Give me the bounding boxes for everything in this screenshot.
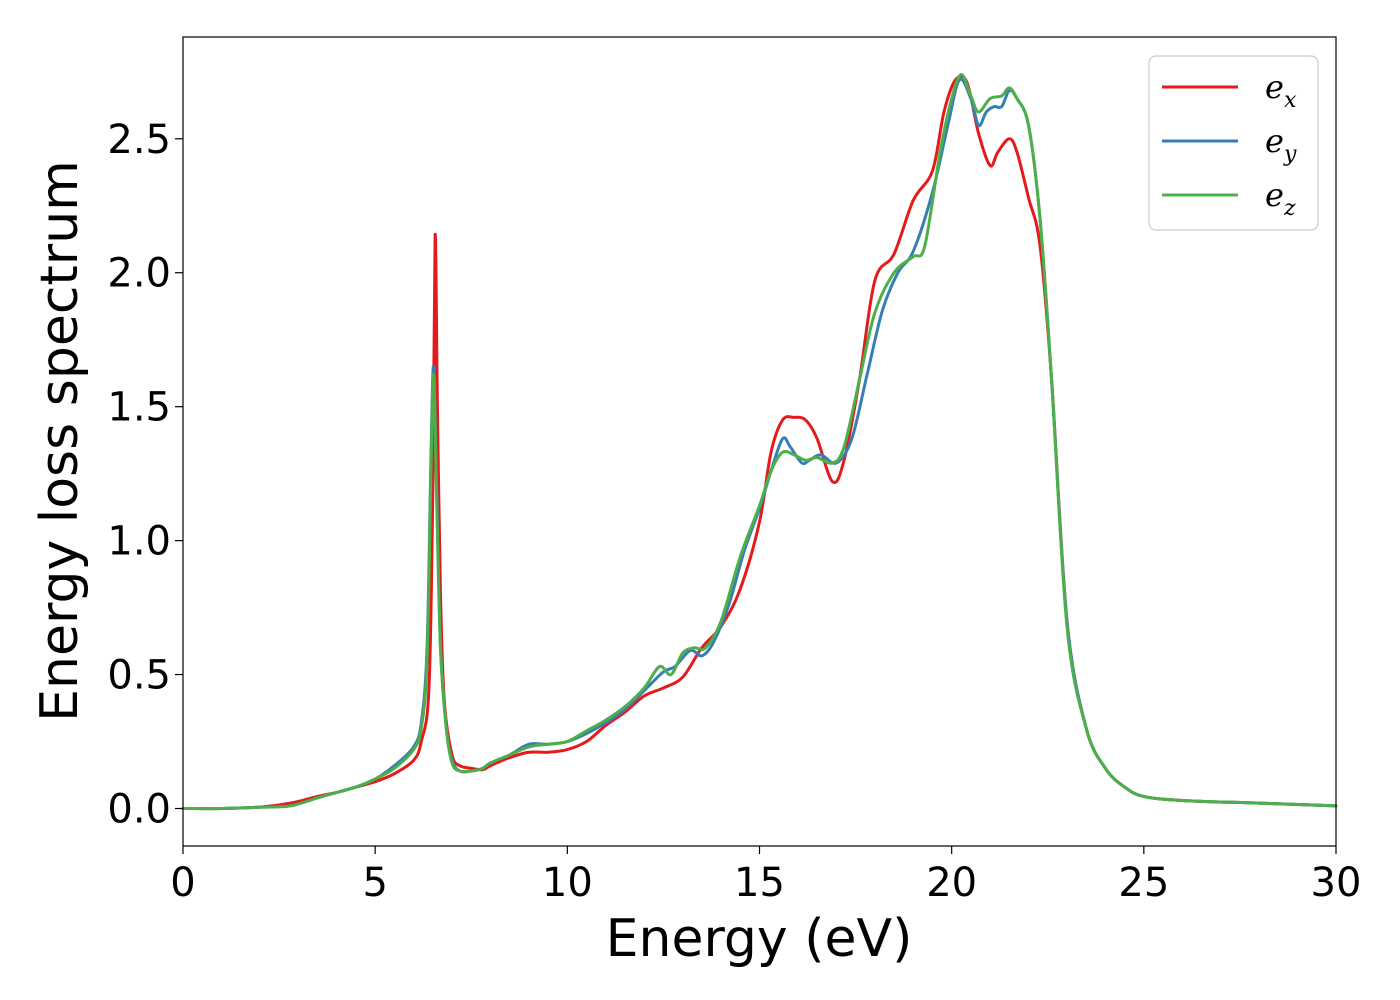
legend-box: [1148, 55, 1319, 231]
x-tick-label: 20: [926, 860, 977, 906]
y-tick-label: 0.0: [107, 786, 171, 832]
x-axis-title: Energy (eV): [606, 909, 913, 969]
x-tick-label: 30: [1311, 860, 1362, 906]
y-tick-label: 0.5: [107, 653, 171, 699]
y-tick-label: 2.0: [107, 251, 171, 297]
series-layer: [181, 73, 1338, 811]
legend-label-z: ez: [1265, 176, 1296, 221]
y-tick-label: 1.5: [107, 385, 171, 431]
y-tick-label: 2.5: [107, 117, 171, 163]
legend-label-x: ex: [1265, 68, 1297, 113]
legend-label-y: ey: [1265, 122, 1297, 167]
x-tick-label: 0: [170, 860, 195, 906]
x-tick-label: 10: [542, 860, 593, 906]
legend: ex ey ez: [1148, 55, 1319, 231]
x-tick-label: 25: [1118, 860, 1169, 906]
x-tick-label: 15: [734, 860, 785, 906]
y-axis-title: Energy loss spectrum: [30, 160, 90, 722]
y-tick-label: 1.0: [107, 519, 171, 565]
y-axis: 0.0 0.5 1.0 1.5 2.0 2.5: [107, 117, 183, 832]
x-tick-label: 5: [362, 860, 387, 906]
series-line-z: [181, 73, 1338, 811]
x-axis: 0 5 10 15 20 25 30: [170, 846, 1361, 906]
